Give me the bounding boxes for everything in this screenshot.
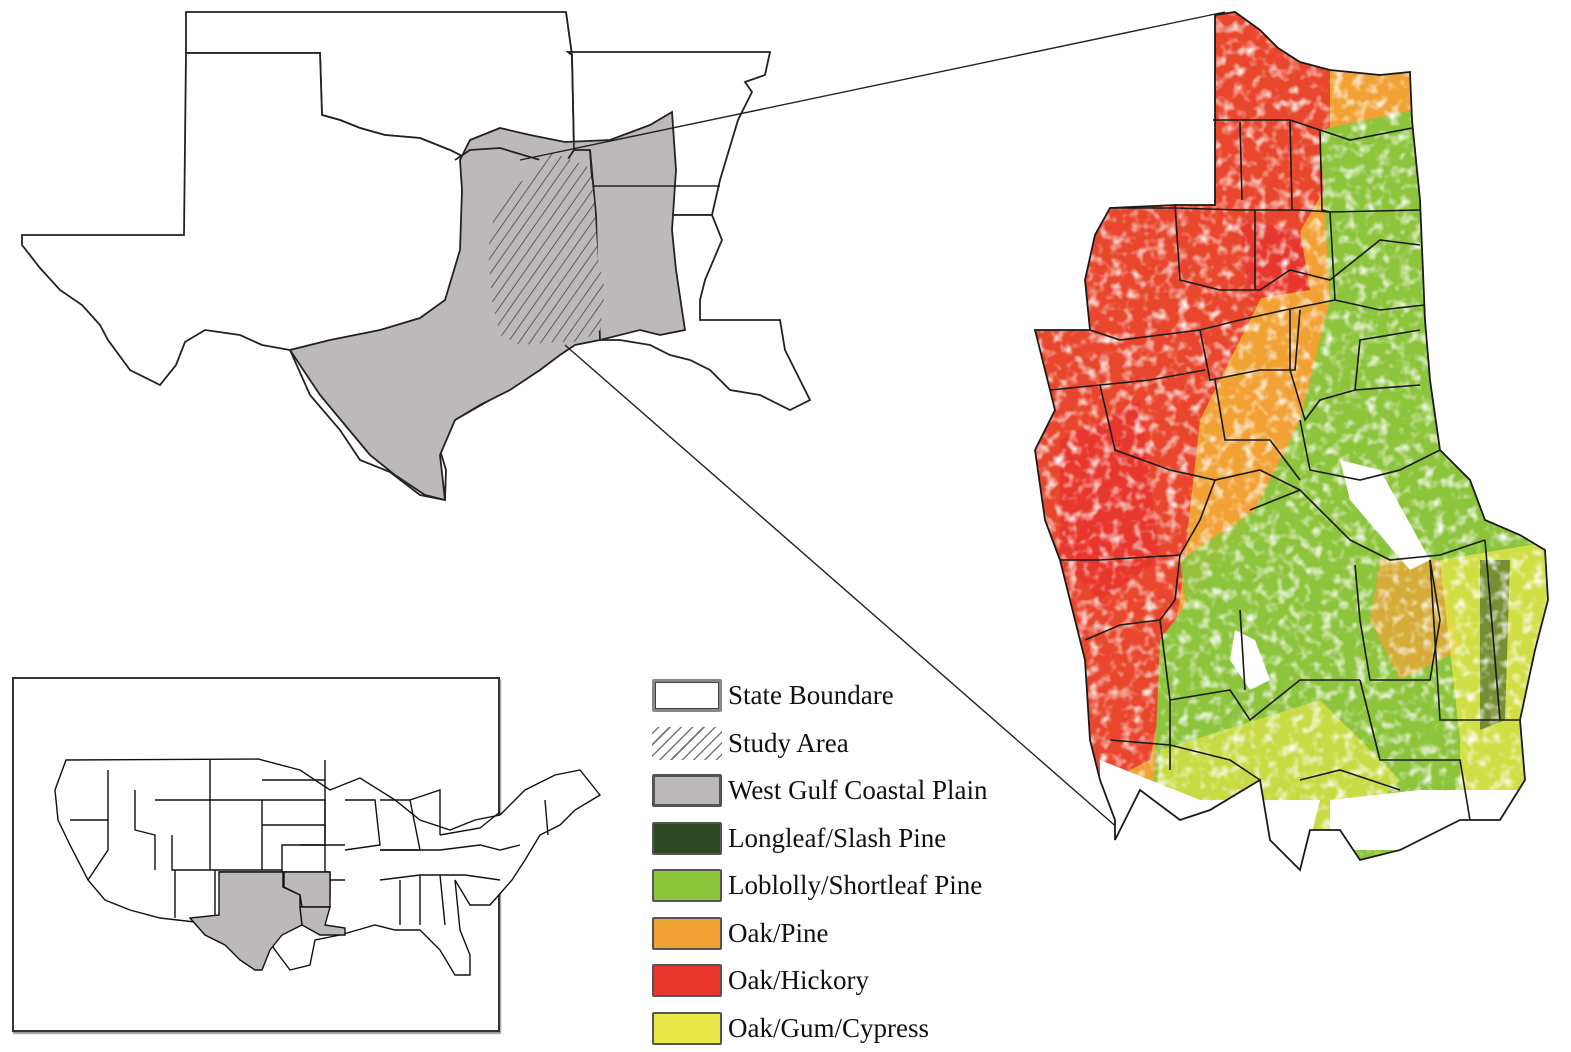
loblolly-shortleaf-pine-swatch (652, 869, 722, 902)
map-legend: State Boundare Study Area West Gulf Coas… (652, 672, 1072, 1052)
legend-label: Longleaf/Slash Pine (728, 825, 946, 852)
state-boundary-swatch (652, 679, 722, 712)
legend-item-oak-pine: Oak/Pine (652, 910, 1072, 958)
legend-item-oak-hickory: Oak/Hickory (652, 957, 1072, 1005)
oak-hickory-swatch (652, 964, 722, 997)
legend-label: Loblolly/Shortleaf Pine (728, 872, 982, 899)
legend-item-longleaf-slash-pine: Longleaf/Slash Pine (652, 815, 1072, 863)
legend-label: West Gulf Coastal Plain (728, 777, 988, 804)
legend-label: Study Area (728, 730, 849, 757)
us-outline (55, 759, 600, 975)
legend-label: Oak/Gum/Cypress (728, 1015, 929, 1042)
longleaf-slash-pine-swatch (652, 822, 722, 855)
legend-item-oak-gum-cypress: Oak/Gum/Cypress (652, 1005, 1072, 1052)
legend-item-loblolly-shortleaf-pine: Loblolly/Shortleaf Pine (652, 862, 1072, 910)
oak-pine-swatch (652, 917, 722, 950)
legend-item-state-boundary: State Boundare (652, 672, 1072, 720)
wgcp-swatch (652, 774, 722, 807)
legend-label: Oak/Pine (728, 920, 829, 947)
legend-label: State Boundare (728, 682, 894, 709)
study-area-hatch-swatch (652, 727, 722, 760)
legend-label: Oak/Hickory (728, 967, 869, 994)
oak-gum-cypress-swatch (652, 1012, 722, 1045)
legend-item-wgcp: West Gulf Coastal Plain (652, 767, 1072, 815)
legend-item-study-area: Study Area (652, 720, 1072, 768)
